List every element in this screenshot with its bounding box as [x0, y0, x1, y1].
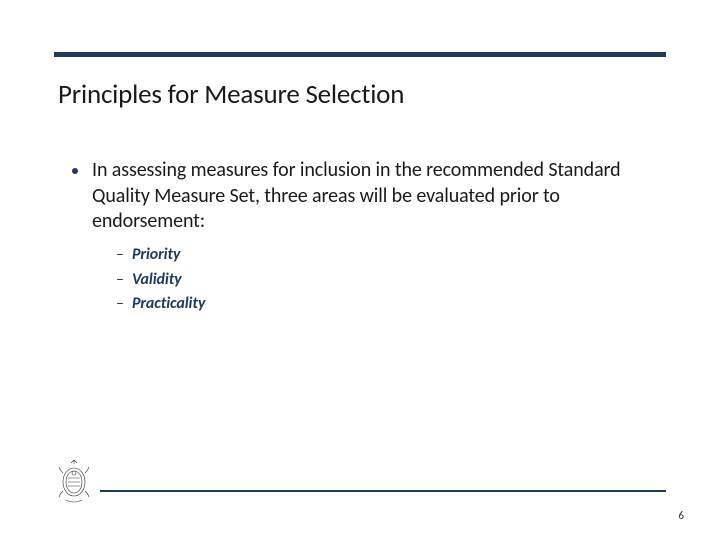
slide-body: In assessing measures for inclusion in t… — [72, 158, 660, 319]
top-divider — [54, 52, 666, 57]
sub-text: Practicality — [132, 294, 205, 315]
sub-list: – Priority – Validity – Practicality — [116, 245, 660, 315]
sub-text: Validity — [132, 270, 182, 291]
slide: Principles for Measure Selection In asse… — [0, 0, 720, 540]
bottom-divider — [100, 490, 666, 492]
dash-marker: – — [116, 270, 124, 291]
dash-marker: – — [116, 294, 124, 315]
page-number: 6 — [678, 509, 684, 522]
bullet-marker — [72, 168, 78, 174]
seal-icon — [54, 458, 94, 506]
sub-item: – Priority — [116, 245, 660, 266]
dash-marker: – — [116, 245, 124, 266]
sub-item: – Validity — [116, 270, 660, 291]
sub-item: – Practicality — [116, 294, 660, 315]
slide-title: Principles for Measure Selection — [58, 78, 404, 111]
bullet-item: In assessing measures for inclusion in t… — [72, 158, 660, 235]
bullet-text: In assessing measures for inclusion in t… — [92, 158, 660, 235]
sub-text: Priority — [132, 245, 180, 266]
